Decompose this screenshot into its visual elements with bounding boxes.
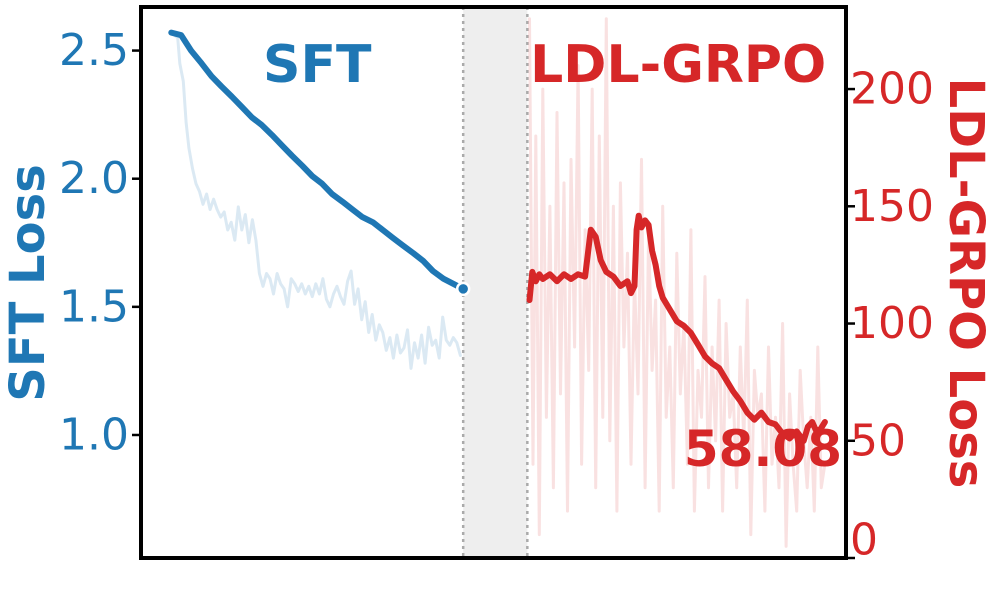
right-axis-label: LDL-GRPO Loss	[938, 78, 994, 489]
series-layer	[168, 17, 828, 548]
series-ldl-grpo-smoothed-line	[526, 212, 828, 444]
right-tick-label: 0	[850, 515, 878, 566]
final-value-label: 58.08	[684, 420, 842, 478]
left-tick-label: 2.5	[59, 25, 129, 76]
left-axis-label: SFT Loss	[0, 164, 56, 402]
series-sft-raw-line	[169, 31, 462, 370]
right-tick-label: 100	[850, 298, 934, 349]
series-ldl-grpo-raw-line	[528, 17, 827, 548]
phase-label-sft: SFT	[263, 35, 372, 95]
right-axis-ticks: 0 50 100 150 200	[846, 64, 934, 566]
left-tick-label: 2.0	[59, 153, 129, 204]
left-tick-label: 1.0	[59, 409, 129, 460]
left-tick-label: 1.5	[59, 281, 129, 332]
right-tick-label: 150	[850, 181, 934, 232]
left-axis-ticks: 1.0 1.5 2.0 2.5	[59, 25, 141, 460]
phase-label-ldl-grpo: LDL-GRPO	[530, 35, 826, 95]
series-sft-smoothed-line	[168, 29, 467, 292]
right-tick-label: 50	[850, 415, 906, 466]
right-tick-label: 200	[850, 64, 934, 115]
plot-frame	[139, 5, 848, 560]
phase-gap-region	[463, 7, 528, 558]
sft-end-marker	[455, 281, 471, 297]
